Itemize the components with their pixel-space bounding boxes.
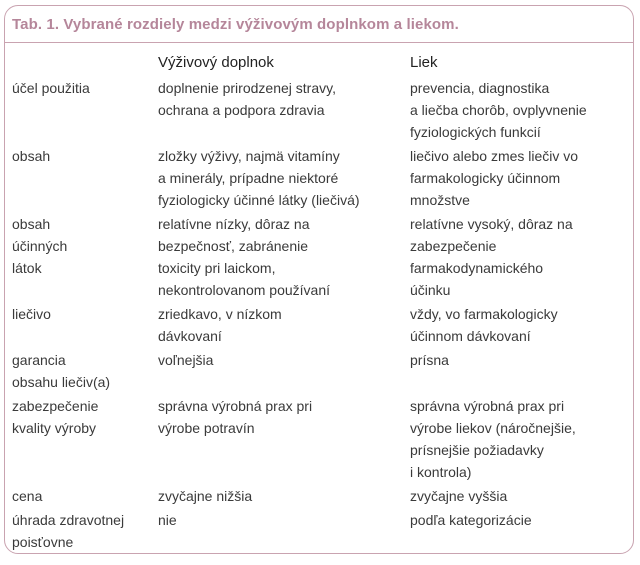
- table-frame: [4, 5, 634, 554]
- header-cell-empty: [12, 52, 158, 77]
- header-cell-drug: Liek: [410, 54, 438, 71]
- criterion-cell: úhrada zdravotnej poisťovne: [12, 512, 125, 550]
- drug-cell: relatívne vysoký, dôraz na zabezpečenie …: [410, 216, 573, 298]
- title-divider: [4, 42, 634, 43]
- criterion-cell: obsah účinných látok: [12, 216, 68, 276]
- drug-cell: prísna: [410, 352, 449, 368]
- supplement-cell: správna výrobná prax pri výrobe potravín: [158, 398, 313, 436]
- criterion-cell: obsah: [12, 148, 51, 164]
- drug-cell: vždy, vo farmakologicky účinnom dávkovan…: [410, 306, 558, 344]
- table-row: obsah účinných látok relatívne nízky, dôr…: [12, 213, 630, 303]
- supplement-cell: zložky výživy, najmä vitamíny a minerály…: [158, 148, 360, 208]
- supplement-cell: zriedkavo, v nízkom dávkovaní: [158, 306, 282, 344]
- table-row: zabezpečenie kvality výroby správna výrob…: [12, 395, 630, 485]
- drug-cell: zvyčajne vyššia: [410, 488, 508, 504]
- table-row: liečivo zriedkavo, v nízkom dávkovaní vždy…: [12, 303, 630, 349]
- table-row: cena zvyčajne nižšia zvyčajne vyššia: [12, 485, 630, 509]
- criterion-cell: zabezpečenie kvality výroby: [12, 398, 99, 436]
- supplement-cell: zvyčajne nižšia: [158, 488, 253, 504]
- table-row: obsah zložky výživy, najmä vitamíny a min…: [12, 145, 630, 213]
- criterion-cell: garancia obsahu liečiv(a): [12, 352, 111, 390]
- header-row: Výživový doplnok Liek: [12, 52, 630, 77]
- table-row: účel použitia doplnenie prirodzenej strav…: [12, 77, 630, 145]
- table-title: Tab. 1. Vybrané rozdiely medzi výživovým…: [12, 16, 459, 33]
- criterion-cell: cena: [12, 488, 43, 504]
- supplement-cell: relatívne nízky, dôraz na bezpečnosť, za…: [158, 216, 330, 298]
- drug-cell: podľa kategorizácie: [410, 512, 532, 528]
- drug-cell: liečivo alebo zmes liečiv vo farmakologi…: [410, 148, 579, 208]
- comparison-table: Výživový doplnok Liek účel použitia dopln…: [12, 52, 630, 555]
- table-row: úhrada zdravotnej poisťovne nie podľa kate…: [12, 509, 630, 555]
- drug-cell: správna výrobná prax pri výrobe liekov (…: [410, 398, 576, 480]
- criterion-cell: liečivo: [12, 306, 51, 322]
- supplement-cell: voľnejšia: [158, 352, 214, 368]
- supplement-cell: doplnenie prirodzenej stravy, ochrana a …: [158, 80, 336, 118]
- criterion-cell: účel použitia: [12, 80, 90, 96]
- table-row: garancia obsahu liečiv(a) voľnejšia prísna: [12, 349, 630, 395]
- drug-cell: prevencia, diagnostika a liečba chorôb, …: [410, 80, 587, 140]
- header-cell-supplement: Výživový doplnok: [158, 54, 274, 71]
- supplement-cell: nie: [158, 512, 177, 528]
